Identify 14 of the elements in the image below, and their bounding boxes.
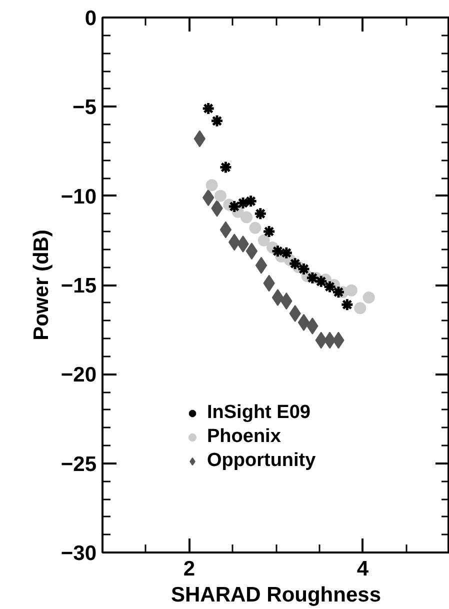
x-tick-label: 2 — [183, 558, 196, 580]
y-tick-label: 0 — [84, 7, 97, 30]
y-tick-label: −10 — [60, 185, 97, 208]
x-axis-title: SHARAD Roughness — [170, 584, 382, 606]
y-tick-label: −15 — [60, 274, 97, 298]
y-axis-title: Power (dB) — [30, 230, 53, 340]
legend-label: Opportunity — [207, 450, 316, 472]
y-tick-label: −30 — [60, 542, 97, 565]
x-tick-label: 4 — [356, 558, 369, 580]
legend-label: InSight E09 — [207, 402, 310, 424]
legend-label: Phoenix — [207, 426, 281, 448]
y-tick-label: −25 — [60, 452, 97, 476]
y-tick-label: −5 — [72, 96, 97, 120]
y-tick-label: −20 — [60, 364, 97, 387]
